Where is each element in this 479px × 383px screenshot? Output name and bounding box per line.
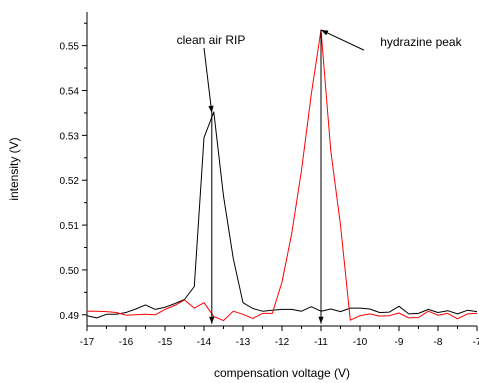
x-tick-label: -12 — [275, 337, 290, 348]
y-tick-label: 0.50 — [60, 266, 80, 277]
y-tick-label: 0.51 — [60, 221, 80, 232]
series-line-0 — [86, 111, 478, 319]
annotation-label-1: hydrazine peak — [380, 35, 462, 49]
y-tick-label: 0.49 — [60, 311, 80, 322]
x-tick-label: -11 — [314, 337, 328, 348]
y-tick-label: 0.53 — [60, 131, 80, 142]
series-line-1 — [87, 29, 478, 322]
series-layer — [86, 29, 478, 322]
y-tick-label: 0.54 — [60, 87, 80, 98]
callout-arrow-0-head — [208, 105, 214, 113]
callout-arrow-1-line — [320, 29, 365, 51]
x-tick-label: -13 — [236, 337, 251, 348]
drop-arrow-0-head — [209, 316, 215, 324]
x-tick-label: -8 — [434, 337, 443, 348]
annotation-label-0: clean air RIP — [177, 33, 246, 47]
drop-arrow-1-head — [318, 316, 324, 324]
x-tick-label: -16 — [119, 337, 134, 348]
x-tick-label: -10 — [353, 337, 368, 348]
y-tick-label: 0.52 — [60, 176, 80, 187]
callout-arrow-0-line — [203, 47, 213, 113]
x-axis-title: compensation voltage (V) — [214, 366, 350, 380]
x-tick-label: -15 — [158, 337, 173, 348]
x-tick-label: -9 — [395, 337, 404, 348]
x-tick-label: -14 — [197, 337, 212, 348]
annotations: clean air RIP hydrazine peak — [177, 29, 463, 324]
x-tick-label: -7 — [473, 337, 479, 348]
x-tick-label: -17 — [80, 337, 95, 348]
x-ticks: -17 -16 -15 -14 -13 -12 -11 -10 -9 -8 -7 — [80, 326, 479, 348]
y-axis-title: intensity (V) — [7, 137, 21, 200]
y-tick-label: 0.55 — [60, 42, 80, 53]
y-ticks: 0.49 0.50 0.51 0.52 0.53 0.54 0.55 — [60, 22, 87, 322]
plot-frame — [86, 12, 477, 327]
callout-arrow-1-head — [321, 29, 329, 36]
